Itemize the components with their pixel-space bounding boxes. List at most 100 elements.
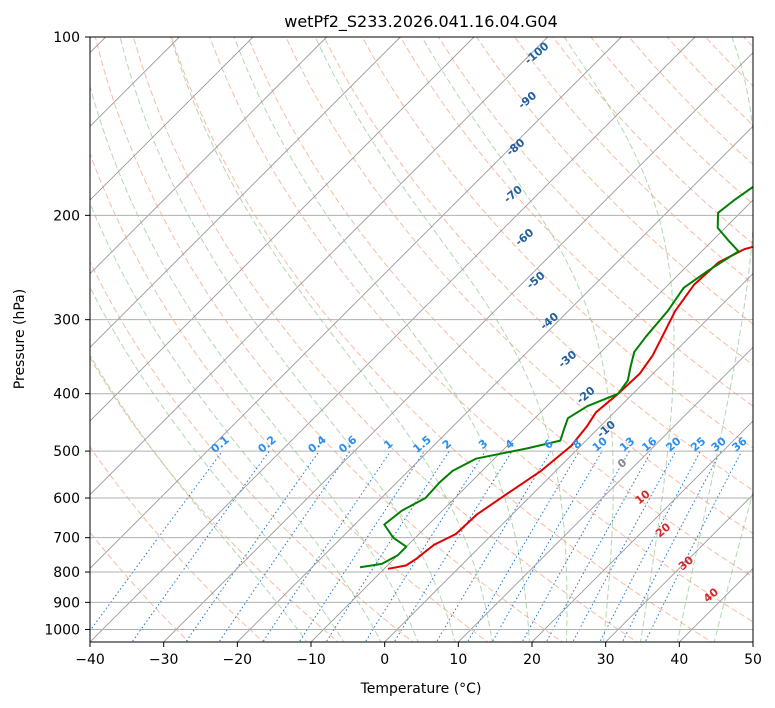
y-tick-label: 900 bbox=[53, 595, 80, 611]
x-tick-label: 10 bbox=[449, 652, 467, 668]
y-axis-label: Pressure (hPa) bbox=[12, 289, 28, 389]
dry-adiabat-line bbox=[399, 37, 753, 407]
mixing-ratio-line bbox=[644, 450, 743, 642]
isotherm-line bbox=[679, 567, 753, 642]
moist-adiabat-label: 10 bbox=[633, 487, 653, 507]
dewpoint-profile-line bbox=[359, 185, 753, 569]
x-tick-label: 0 bbox=[380, 652, 389, 668]
moist-adiabat-label: -90 bbox=[516, 89, 540, 112]
isotherm-line bbox=[90, 37, 401, 348]
x-tick-label: 20 bbox=[523, 652, 541, 668]
mixing-ratio-label: 6 bbox=[542, 437, 556, 452]
mixing-ratio-line bbox=[599, 450, 701, 642]
moist-adiabat-line bbox=[713, 490, 753, 642]
x-tick-label: −20 bbox=[223, 652, 253, 668]
dry-adiabat-line bbox=[323, 37, 753, 491]
isotherm-line bbox=[90, 37, 475, 422]
mixing-ratio-line bbox=[572, 450, 677, 642]
mixing-ratio-label: 0.1 bbox=[209, 433, 232, 455]
isotherm-line bbox=[90, 37, 254, 201]
moist-adiabat-label: -40 bbox=[538, 310, 562, 333]
moist-adiabat-line bbox=[314, 37, 568, 642]
moist-adiabat-label: 30 bbox=[676, 553, 696, 573]
moist-adiabat-line bbox=[563, 37, 675, 642]
isotherm-line bbox=[752, 641, 753, 642]
isotherm-line bbox=[384, 273, 753, 642]
dry-adiabat-line bbox=[361, 37, 753, 449]
y-tick-label: 300 bbox=[53, 313, 80, 329]
mixing-ratio-line bbox=[621, 450, 722, 642]
dry-adiabat-line bbox=[132, 37, 638, 642]
dry-adiabat-line bbox=[170, 37, 713, 642]
moist-adiabat-line bbox=[119, 37, 456, 642]
plot-frame bbox=[89, 36, 754, 643]
y-tick-label: 600 bbox=[53, 491, 80, 507]
x-tick-label: −10 bbox=[296, 652, 326, 668]
mixing-ratio-line bbox=[185, 450, 320, 642]
dry-adiabat-line bbox=[437, 37, 753, 366]
dry-adiabat-line bbox=[247, 37, 753, 578]
y-axis-ticks: 100 200 300 400 500 600 700 800 900 1000 bbox=[44, 30, 90, 638]
mixing-ratio-line bbox=[262, 450, 392, 642]
mixing-ratio-line bbox=[325, 450, 450, 642]
mixing-ratio-line bbox=[364, 450, 486, 642]
x-tick-label: −40 bbox=[75, 652, 105, 668]
x-axis-label: Temperature (°C) bbox=[360, 681, 482, 697]
moist-adiabat-line bbox=[90, 201, 382, 642]
y-tick-label: 500 bbox=[53, 444, 80, 460]
isotherm-line bbox=[458, 346, 753, 642]
temperature-profile-line bbox=[387, 245, 753, 570]
x-tick-label: 30 bbox=[597, 652, 615, 668]
mixing-ratio-line bbox=[131, 450, 270, 642]
isotherm-line bbox=[90, 37, 548, 496]
data-series bbox=[359, 185, 753, 570]
mixing-ratio-label: 2 bbox=[440, 437, 454, 452]
x-axis-ticks: −40 −30 −20 −10 0 10 20 30 40 50 bbox=[75, 642, 762, 668]
mixing-ratio-line bbox=[393, 450, 513, 642]
dry-adiabat-line bbox=[90, 260, 414, 642]
moist-adiabat-label: -50 bbox=[524, 269, 548, 292]
dry-adiabat-line bbox=[590, 37, 753, 205]
moist-adiabat-line bbox=[90, 354, 308, 642]
mixing-ratio-label: 4 bbox=[503, 437, 517, 452]
dry-adiabat-line bbox=[90, 446, 265, 642]
isotherm-line bbox=[163, 52, 753, 642]
x-tick-label: 40 bbox=[670, 652, 688, 668]
dry-adiabat-line bbox=[476, 37, 753, 325]
moist-adiabat-line bbox=[170, 37, 493, 642]
plot-area bbox=[90, 37, 753, 642]
mixing-ratio-line bbox=[298, 450, 425, 642]
moist-adiabat-line bbox=[90, 84, 419, 642]
moist-adiabat-label: -100 bbox=[522, 39, 552, 67]
mixing-ratio-label: 8 bbox=[570, 437, 584, 452]
dry-adiabat-line bbox=[742, 37, 753, 48]
dry-adiabat-line bbox=[514, 37, 753, 285]
y-tick-label: 400 bbox=[53, 387, 80, 403]
moist-adiabat-line bbox=[676, 37, 753, 642]
mixing-ratio-label: 3 bbox=[476, 437, 490, 452]
y-tick-label: 100 bbox=[53, 30, 80, 46]
isotherm-line bbox=[310, 199, 753, 642]
mixing-ratio-label: 0.4 bbox=[305, 433, 329, 456]
dry-adiabat-line bbox=[94, 37, 564, 642]
isotherms bbox=[90, 37, 753, 642]
dry-adiabats bbox=[90, 37, 753, 642]
dry-adiabat-line bbox=[285, 37, 753, 535]
y-tick-label: 700 bbox=[53, 531, 80, 547]
x-tick-label: 50 bbox=[744, 652, 762, 668]
isotherm-line bbox=[237, 125, 753, 642]
isotherm-line bbox=[605, 494, 753, 642]
dry-adiabat-line bbox=[90, 531, 190, 642]
pressure-gridlines bbox=[90, 37, 753, 630]
isotherm-line bbox=[90, 37, 622, 569]
mixing-ratio-line bbox=[218, 450, 351, 642]
mixing-ratio-line bbox=[90, 450, 223, 632]
isotherm-line bbox=[90, 37, 696, 642]
dry-adiabat-line bbox=[90, 356, 339, 642]
y-tick-label: 1000 bbox=[44, 622, 80, 638]
mixing-ratio-label: 1.5 bbox=[411, 433, 434, 455]
mixing-ratio-line bbox=[466, 450, 580, 642]
dry-adiabat-line bbox=[704, 37, 753, 87]
isotherm-line bbox=[90, 37, 327, 275]
